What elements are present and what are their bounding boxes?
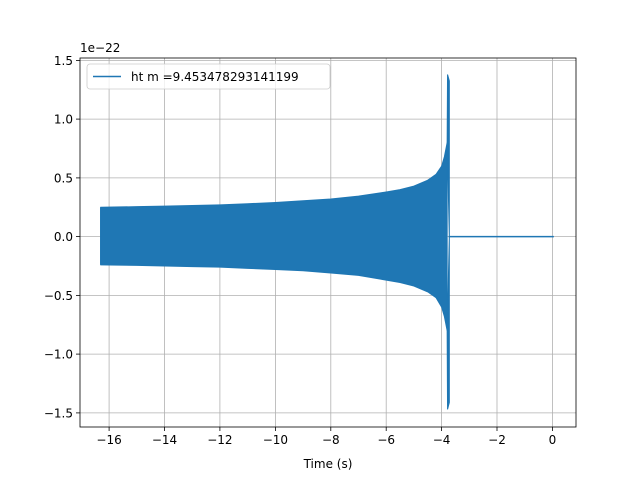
- y-tick-label: −0.5: [44, 289, 73, 303]
- x-tick-label: −2: [488, 433, 506, 447]
- legend-label: ht m =9.453478293141199: [131, 70, 299, 84]
- plot-frame: [79, 57, 577, 428]
- x-tick-label: −4: [433, 433, 451, 447]
- y-tick-label: 1.5: [54, 54, 73, 68]
- x-tick-label: −6: [377, 433, 395, 447]
- y-axis: −1.5 −1.0 −0.5 0.0 0.5 1.0 1.5: [44, 54, 80, 420]
- y-tick-label: 0.5: [54, 171, 73, 185]
- series-layer: [100, 74, 554, 410]
- y-tick-label: −1.0: [44, 348, 73, 362]
- legend-box: [86, 63, 331, 90]
- x-tick-label: 0: [549, 433, 557, 447]
- merger-peak-positive: [446, 74, 450, 237]
- y-tick-label: 0.0: [54, 230, 73, 244]
- y-tick-label: −1.5: [44, 406, 73, 420]
- legend: ht m =9.453478293141199: [86, 63, 331, 90]
- x-tick-label: −14: [152, 433, 177, 447]
- y-offset-label: 1e−22: [80, 41, 120, 55]
- x-axis-label: Time (s): [303, 457, 353, 471]
- x-tick-label: −16: [96, 433, 121, 447]
- x-tick-label: −8: [322, 433, 340, 447]
- merger-peak-negative: [446, 236, 450, 410]
- y-tick-label: 1.0: [54, 113, 73, 127]
- x-tick-label: −10: [263, 433, 288, 447]
- x-axis: −16 −14 −12 −10 −8 −6 −4 −2 0: [96, 427, 556, 447]
- x-tick-label: −12: [207, 433, 232, 447]
